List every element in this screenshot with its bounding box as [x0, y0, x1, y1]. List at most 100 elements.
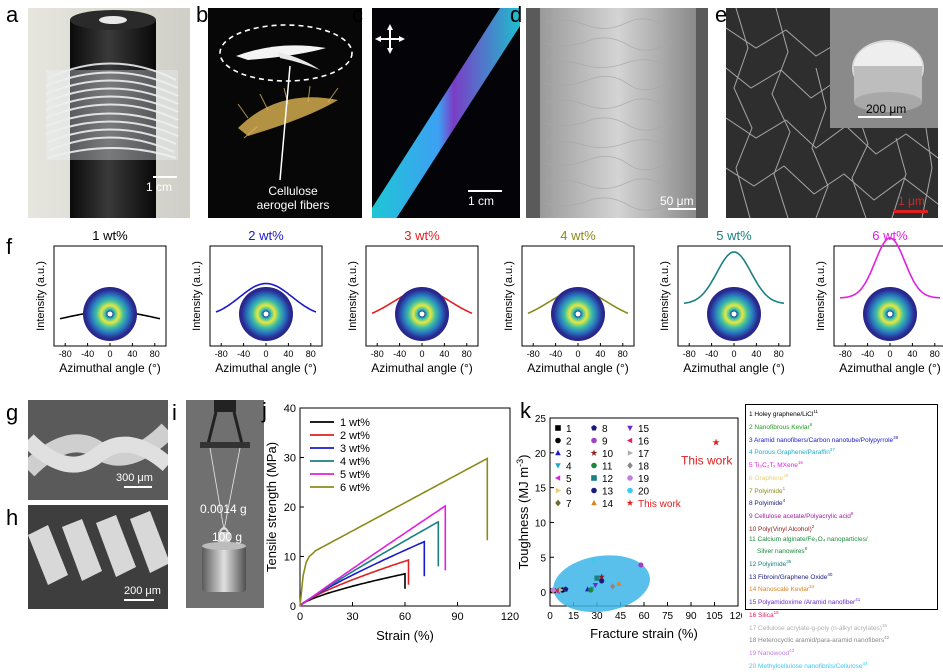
saxs-beamstop	[419, 311, 425, 317]
reference-citation: 1	[782, 485, 786, 491]
panel-label-g: g	[6, 400, 19, 425]
reference-text: Silver nanowires	[757, 548, 805, 556]
data-point-11	[588, 587, 594, 593]
reference-text: 14 Nanoscale Kevlar	[749, 586, 809, 594]
aerogel-label: Cellulose aerogel fibers	[238, 184, 348, 212]
reference-text: 9 Cellulose acetate/Polyacrylic acid	[749, 513, 851, 521]
legend-marker-4	[555, 463, 561, 469]
legend-label: 17	[638, 449, 650, 460]
azimuthal-ylabel: Intensity (a.u.)	[815, 261, 827, 331]
azimuthal-tick-label: -40	[393, 349, 406, 359]
tensile-chart: 0 30 60 90 120 0 10 20 30 40 Strain (%) Tensile str…	[264, 403, 519, 643]
reference-citation: 8	[804, 546, 808, 552]
reference-item: 9 Cellulose acetate/Polyacrylic acid9	[749, 509, 934, 522]
scalebar-e-inset-label: 200 μm	[866, 102, 907, 116]
tensile-curve-2-wtpct	[299, 558, 410, 607]
reference-item: 16 Silica15	[749, 608, 934, 621]
reference-text: 12 Polyimide	[749, 561, 787, 568]
legend-label: 9	[602, 437, 608, 448]
legend-marker-7	[555, 499, 561, 507]
data-point-20	[591, 557, 597, 563]
photo-fiber-spool: 1 cm	[28, 8, 190, 218]
legend-label: 12	[602, 474, 614, 485]
azimuthal-tick-label: 80	[306, 349, 316, 359]
reference-citation: 34	[808, 584, 814, 590]
azimuthal-curve	[839, 237, 941, 299]
panel-label-i: i	[172, 400, 177, 425]
reference-citation: 9	[850, 511, 854, 516]
reference-text: 19 Nanowood	[749, 650, 790, 658]
legend-marker-14	[591, 499, 597, 506]
legend-label: 14	[602, 499, 614, 510]
toughness-xtick-label: 60	[638, 611, 650, 622]
azimuthal-plot-title: 5 wt%	[716, 228, 752, 243]
reference-item: 13 Fibroin/Graphene Oxide40	[749, 570, 934, 583]
photo-twisted-fiber: 200 μm	[28, 505, 168, 609]
scalebar-g-label: 300 μm	[116, 472, 153, 484]
reference-item: 10 Poly(Vinyl Alcohol)2	[749, 522, 934, 535]
legend-marker-17	[627, 450, 634, 456]
azimuthal-tick-label: -80	[371, 349, 384, 359]
legend-label: 11	[602, 462, 613, 473]
azimuthal-tick-label: -80	[683, 349, 696, 359]
azimuthal-tick-label: 40	[595, 349, 605, 359]
azimuthal-tick-label: 0	[263, 349, 268, 359]
legend-label: 16	[638, 437, 650, 448]
reference-text: 2 Nanofibrous Kevlar	[749, 423, 810, 431]
saxs-beamstop	[575, 311, 581, 317]
legend-marker-15	[627, 425, 633, 432]
panel-label-d: d	[510, 2, 523, 27]
azimuthal-tick-label: 40	[127, 349, 137, 359]
reference-citation: 38	[893, 434, 899, 440]
tensile-ytick-label: 30	[284, 453, 296, 465]
azimuthal-xlabel: Azimuthal angle (°)	[371, 361, 473, 375]
reference-item: 7 Polyimide1	[749, 484, 934, 497]
azimuthal-plot-6: 6 wt% -80 -40 0 40 80 Azimuthal angle (°) Inten…	[815, 228, 943, 375]
legend-label: 5	[566, 474, 572, 485]
reference-text: 7 Polyimide	[749, 487, 783, 495]
reference-item: 8 Polyimide4	[749, 496, 934, 509]
toughness-ylabel-exp: -3	[516, 459, 525, 467]
azimuthal-curve	[683, 251, 785, 305]
tensile-legend-label: 2 wt%	[340, 430, 370, 442]
azimuthal-tick-label: -80	[839, 349, 852, 359]
reference-text: 15 Polyamidoxime /Aramid nanofiber	[749, 599, 856, 607]
reference-text: 17 Cellulose acrylate-g-poly (n-alkyl ac…	[749, 624, 882, 632]
scalebar-a	[153, 176, 177, 178]
reference-item: 11 Calcium alginate/Fe₃O₄ nanoparticles/	[749, 535, 934, 545]
legend-label: 15	[638, 424, 650, 435]
reference-item: 17 Cellulose acrylate-g-poly (n-alkyl ac…	[749, 621, 934, 634]
toughness-xtick-label: 0	[547, 611, 553, 622]
toughness-xtick-label: 30	[591, 611, 603, 622]
azimuthal-plot-1: 1 wt% -80 -40 0 40 80 Azimuthal angle (°) Inten…	[35, 228, 167, 375]
tensile-legend-label: 5 wt%	[340, 469, 370, 481]
tensile-legend-label: 6 wt%	[340, 482, 370, 494]
data-point-12	[594, 575, 600, 581]
scalebar-h-label: 200 μm	[124, 585, 161, 597]
legend-marker-16	[626, 437, 633, 444]
legend-label: 2	[566, 437, 572, 448]
azimuthal-xlabel: Azimuthal angle (°)	[59, 361, 161, 375]
panel-label-f: f	[6, 234, 13, 259]
reference-text: 18 Heterocyclic aramid/para-aramid nanof…	[749, 637, 885, 645]
data-point-13	[599, 578, 605, 584]
azimuthal-xlabel: Azimuthal angle (°)	[683, 361, 785, 375]
tensile-xlabel: Strain (%)	[376, 628, 434, 643]
legend-label: 3	[566, 449, 572, 460]
toughness-ytick-label: 15	[535, 484, 547, 495]
reference-text: 5 Ti₃C₂Tₓ MXene	[749, 462, 798, 470]
reference-citation: 4	[782, 498, 786, 504]
toughness-ytick-label: 10	[535, 518, 547, 529]
azimuthal-tick-label: 80	[930, 349, 940, 359]
data-point-16	[553, 588, 559, 594]
azimuthal-tick-label: 80	[618, 349, 628, 359]
reference-text: 20 Methylcellulose nanofibrils/Cellulose	[749, 663, 863, 670]
toughness-ylabel-main: Toughness (MJ m	[516, 467, 531, 570]
scalebar-c-label: 1 cm	[468, 194, 495, 208]
tensile-ytick-label: 20	[284, 502, 296, 514]
azimuthal-plot-3: 3 wt% -80 -40 0 40 80 Azimuthal angle (°) Inten…	[347, 228, 479, 375]
azimuthal-tick-label: -80	[59, 349, 72, 359]
legend-label: 18	[638, 462, 650, 473]
reference-citation: 6	[809, 421, 813, 427]
spool-illustration	[28, 8, 190, 218]
